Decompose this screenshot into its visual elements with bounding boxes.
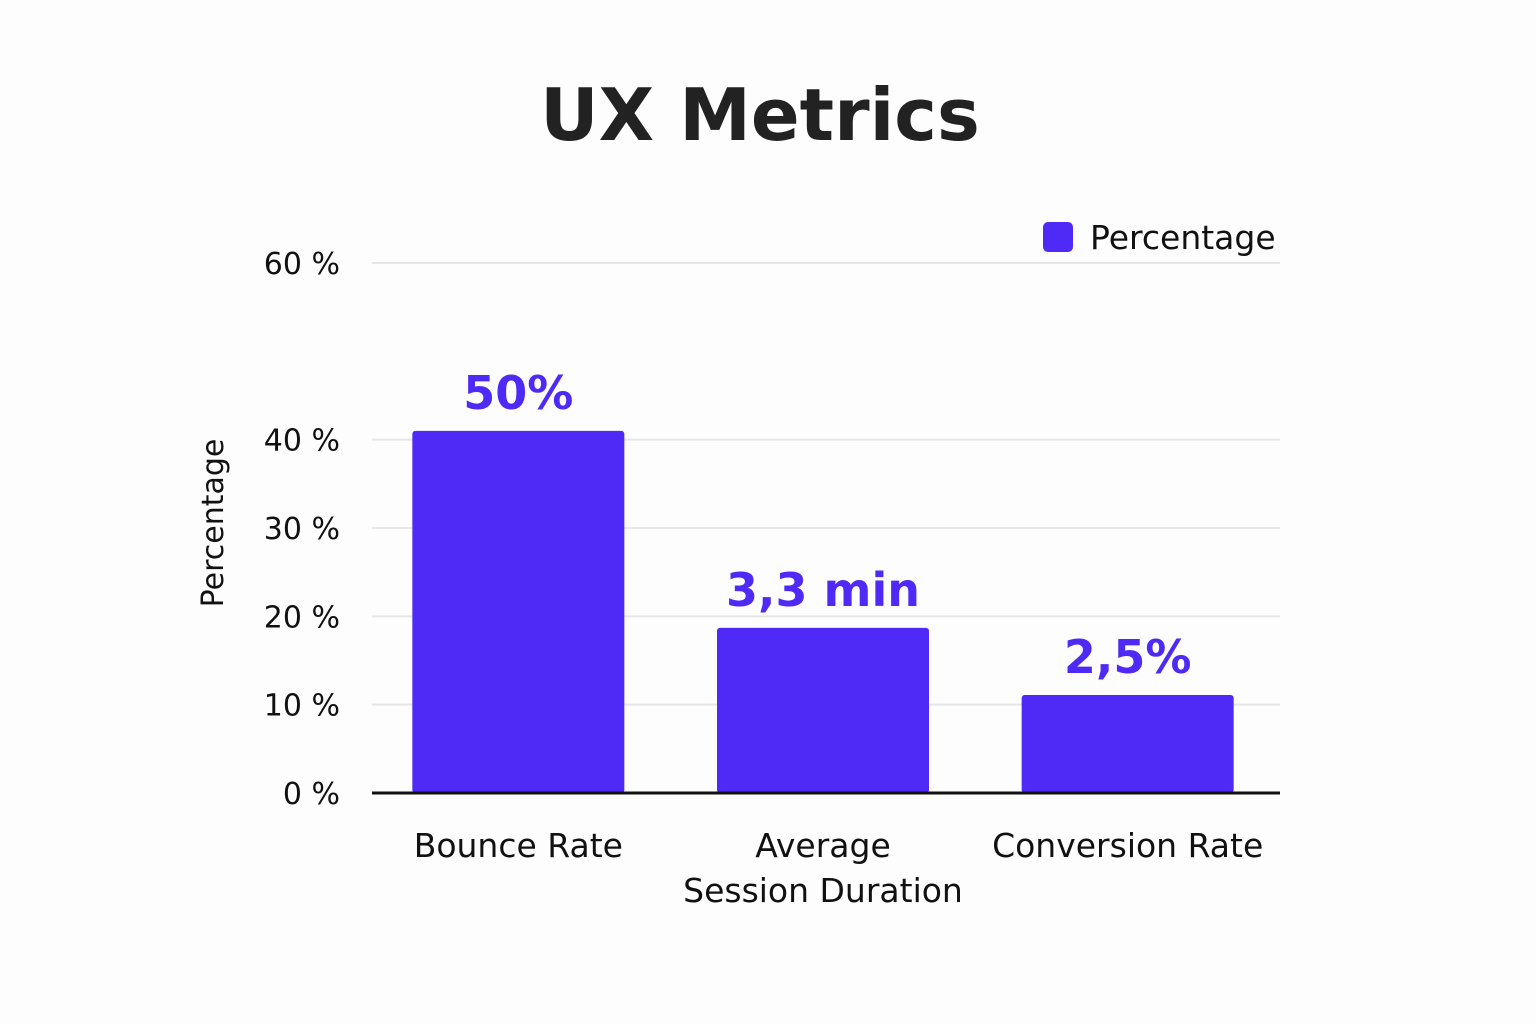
bars [412,430,1234,793]
y-tick-label: 30 % [264,512,340,547]
bar [412,430,625,793]
data-label: 2,5% [1064,630,1192,684]
y-tick-label: 20 % [264,600,340,635]
y-axis-title: Percentage [196,439,231,608]
bar [717,627,929,793]
y-axis-ticks: 0 % 10 % 20 % 30 % 40 % 60 % [264,247,340,812]
bar [1021,694,1234,793]
y-tick-label: 40 % [264,424,340,459]
x-category-label: Average Session Duration [683,826,963,910]
y-tick-label: 60 % [264,247,340,282]
data-label: 50% [463,366,573,420]
data-labels: 50% 3,3 min 2,5% [463,366,1191,684]
data-label: 3,3 min [726,563,920,617]
chart-title: UX Metrics [540,73,980,157]
x-category-label: Bounce Rate [414,826,623,865]
x-axis-categories: Bounce Rate Average Session Duration Conver… [414,826,1264,910]
legend-label: Percentage [1090,218,1276,257]
y-tick-label: 0 % [283,777,340,812]
legend-swatch [1043,222,1073,252]
y-tick-label: 10 % [264,689,340,724]
x-category-label: Conversion Rate [992,826,1263,865]
legend: Percentage [1043,218,1276,257]
